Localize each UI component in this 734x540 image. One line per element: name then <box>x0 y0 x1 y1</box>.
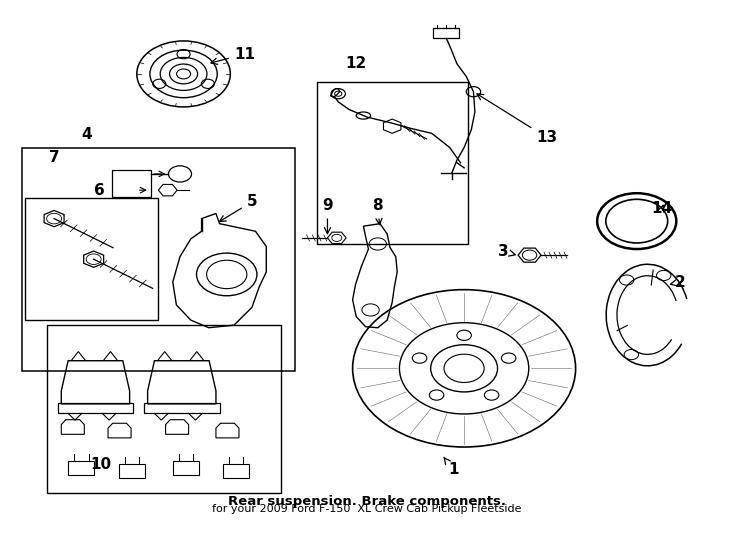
Text: for your 2009 Ford F-150  XL Crew Cab Pickup Fleetside: for your 2009 Ford F-150 XL Crew Cab Pic… <box>212 504 522 514</box>
Bar <box>112 170 151 197</box>
Bar <box>144 403 219 413</box>
Bar <box>47 325 280 492</box>
Text: 4: 4 <box>81 127 92 143</box>
Bar <box>316 82 468 244</box>
Text: 13: 13 <box>477 94 557 145</box>
Text: Rear suspension. Brake components.: Rear suspension. Brake components. <box>228 495 506 508</box>
Text: 3: 3 <box>498 244 515 259</box>
Text: 2: 2 <box>670 274 686 289</box>
Text: 1: 1 <box>444 457 459 477</box>
Text: 12: 12 <box>346 56 367 71</box>
Text: 6: 6 <box>94 183 104 198</box>
Text: 8: 8 <box>372 198 383 225</box>
Bar <box>22 147 295 371</box>
Bar <box>58 403 134 413</box>
Bar <box>433 28 459 38</box>
Text: 10: 10 <box>90 457 112 472</box>
Text: 14: 14 <box>651 201 672 216</box>
Text: 7: 7 <box>48 150 59 165</box>
Text: 9: 9 <box>322 198 333 234</box>
Text: 5: 5 <box>219 194 257 221</box>
Text: 11: 11 <box>211 46 255 64</box>
Bar <box>25 198 159 320</box>
